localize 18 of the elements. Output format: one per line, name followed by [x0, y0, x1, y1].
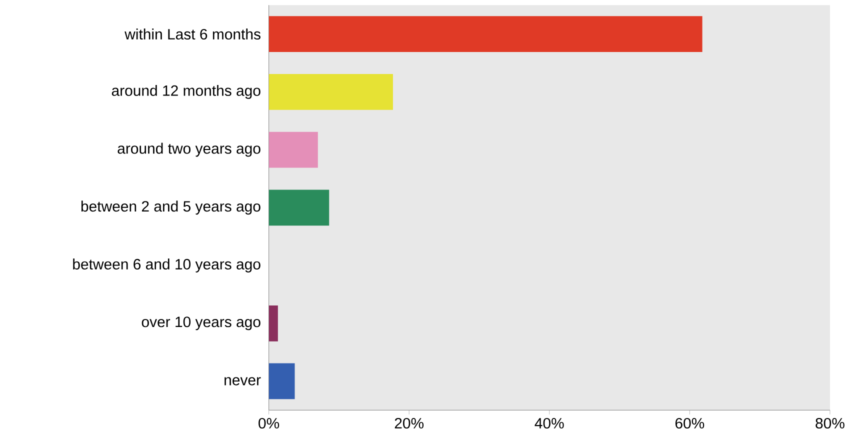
- bar: [268, 190, 330, 226]
- y-tick-label: between 6 and 10 years ago: [73, 258, 260, 272]
- y-tick-label: around two years ago: [118, 142, 260, 157]
- bar: [268, 16, 702, 52]
- x-tick-label: 0%: [258, 418, 280, 428]
- y-tick-label: between 2 and 5 years ago: [81, 200, 260, 215]
- x-tick-label: 20%: [394, 418, 424, 428]
- bar: [268, 74, 393, 110]
- x-tick-label: 40%: [534, 418, 564, 428]
- x-tick-label: 80%: [816, 418, 844, 428]
- y-tick-label: over 10 years ago: [142, 316, 260, 330]
- y-tick-label: around 12 months ago: [112, 84, 260, 99]
- y-tick-label: never: [224, 377, 261, 386]
- x-tick-label: 60%: [675, 418, 704, 428]
- bar: [268, 363, 295, 400]
- bar: [268, 305, 278, 342]
- y-tick-label: within Last 6 months: [124, 28, 260, 40]
- bar: [268, 132, 318, 168]
